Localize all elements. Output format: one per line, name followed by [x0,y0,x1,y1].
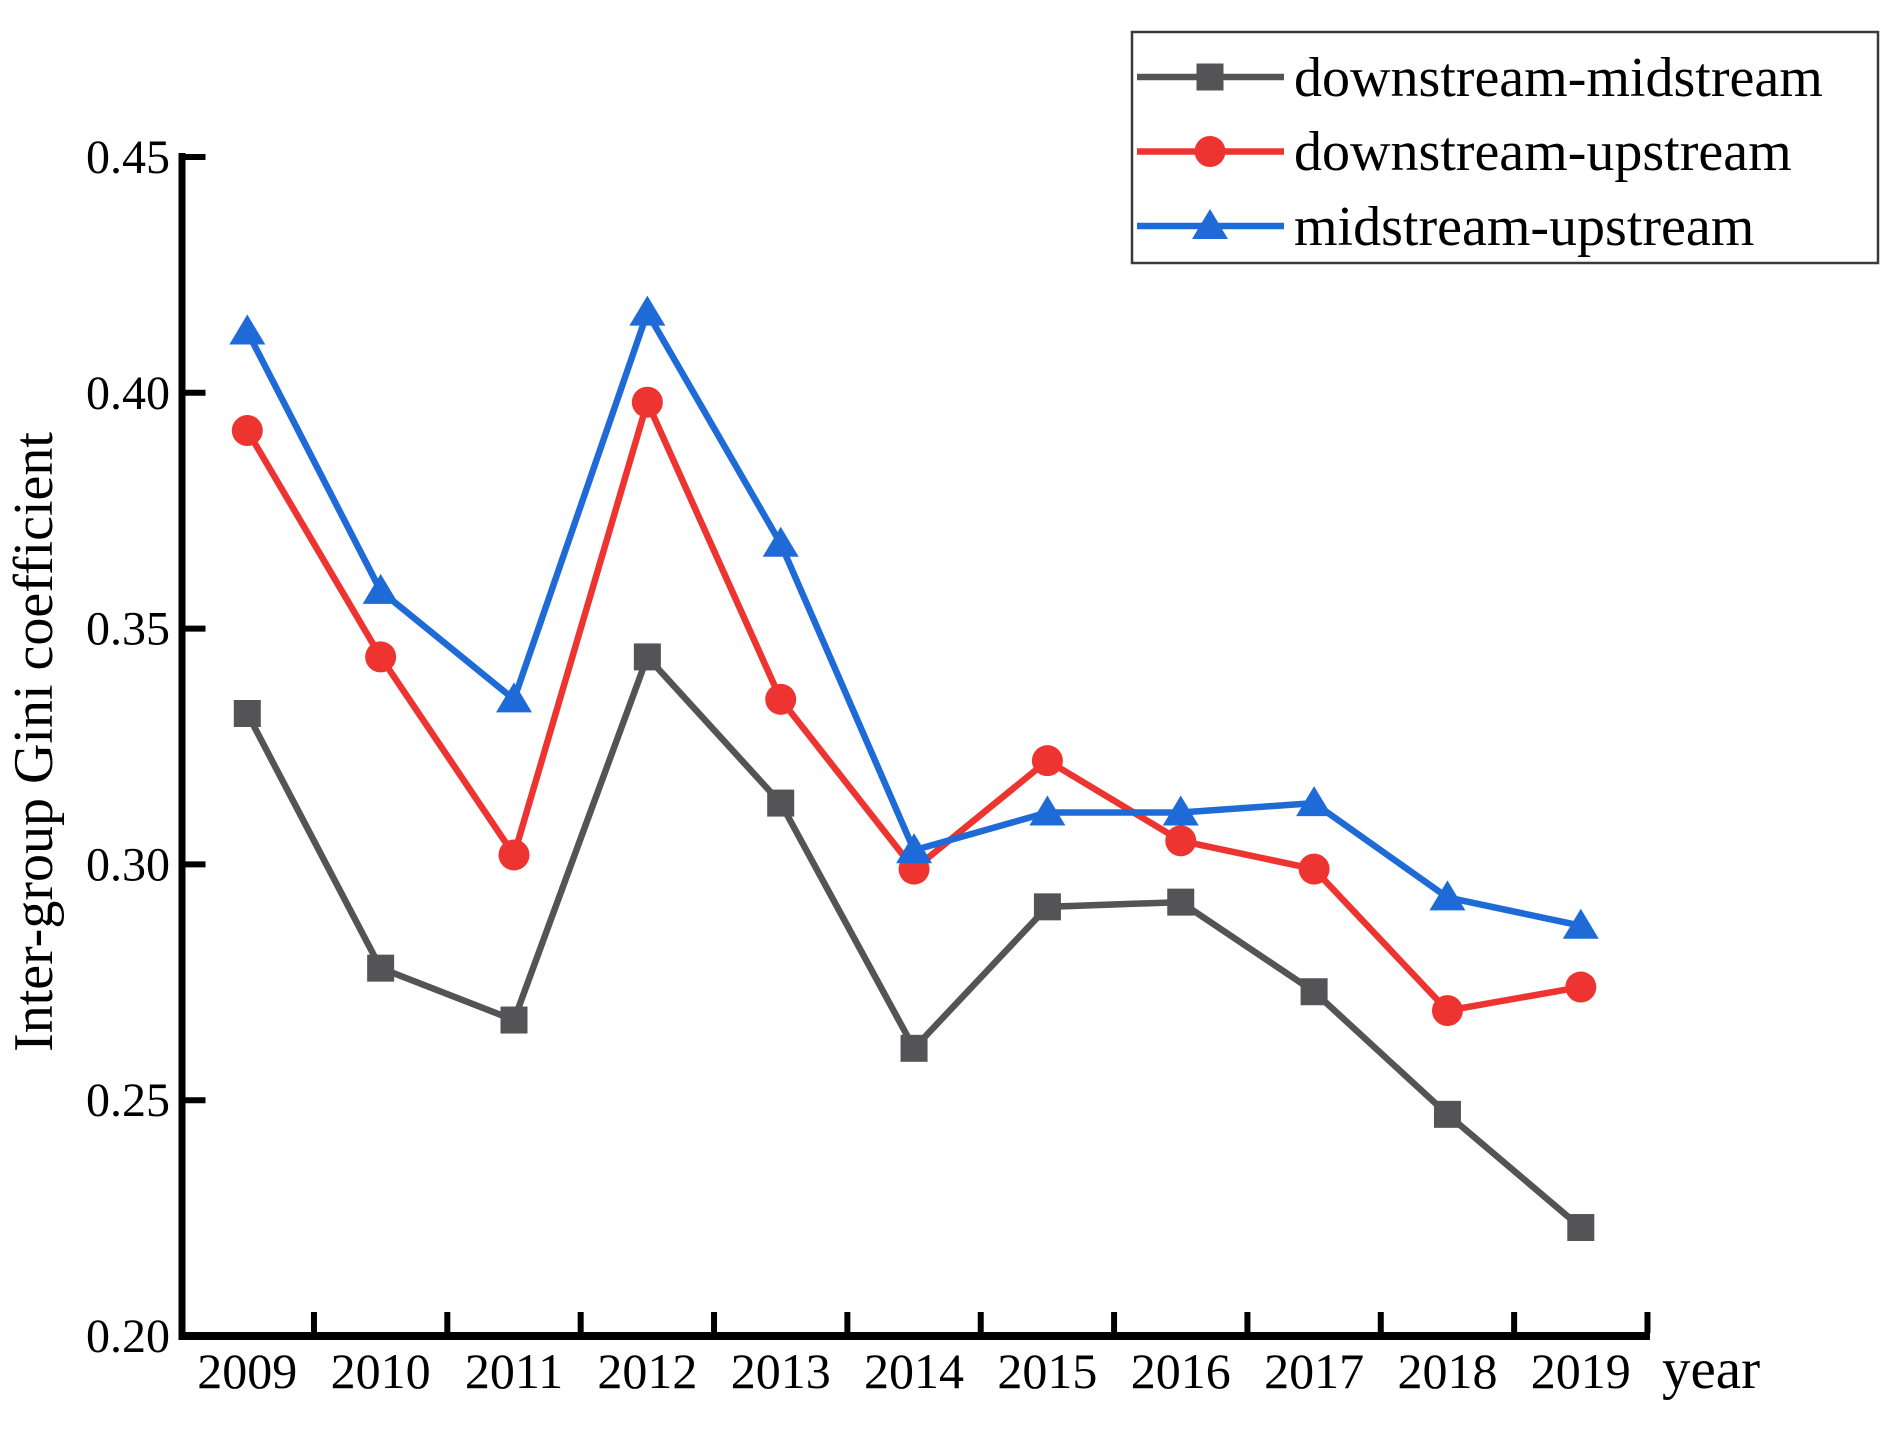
y-tick-label: 0.40 [86,367,170,420]
x-axis-title: year [1662,1338,1760,1401]
y-axis-title: Inter-group Gini coefficient [3,432,65,1052]
data-marker-triangle [1192,209,1228,239]
data-series [229,295,1599,1242]
data-marker-square [1167,888,1195,916]
data-marker-square [1033,893,1061,921]
data-marker-square [500,1006,528,1034]
series-midstream-upstream [229,295,1599,939]
data-marker-circle [765,683,797,715]
y-tick-label: 0.30 [86,838,170,891]
data-marker-circle [631,386,663,418]
data-marker-square [1300,978,1328,1006]
legend-label-downstream-upstream: downstream-upstream [1294,121,1792,183]
series-downstream-midstream [233,643,1595,1242]
data-marker-circle [1165,825,1197,857]
x-tick-label: 2019 [1531,1343,1631,1399]
data-marker-triangle [496,682,532,713]
data-marker-triangle [1429,880,1466,911]
data-marker-triangle [1562,908,1599,939]
x-tick-label: 2010 [331,1343,431,1399]
data-marker-circle [231,415,263,447]
x-tick-label: 2017 [1264,1343,1364,1399]
legend-label-downstream-midstream: downstream-midstream [1294,47,1823,109]
legend-label-midstream-upstream: midstream-upstream [1294,196,1754,258]
data-marker-circle [365,641,397,673]
data-marker-circle [1431,995,1463,1027]
legend-samples [1137,63,1284,239]
data-marker-square [633,643,661,671]
x-tick-label: 2016 [1131,1343,1231,1399]
y-tick-label: 0.45 [86,131,170,184]
data-marker-square [900,1034,928,1062]
data-marker-triangle [362,573,399,604]
y-tick-label: 0.20 [86,1310,170,1363]
data-marker-square [1433,1100,1461,1128]
data-marker-triangle [229,314,266,345]
series-line [244,392,1582,1015]
data-marker-circle [1194,136,1226,167]
data-marker-square [1196,63,1224,91]
data-marker-circle [1298,853,1330,885]
data-marker-triangle [762,526,799,557]
x-tick-label: 2009 [197,1343,297,1399]
x-tick-label: 2011 [465,1343,563,1399]
x-tick-label: 2015 [997,1343,1097,1399]
x-tick-label: 2012 [597,1343,697,1399]
data-marker-circle [498,839,530,871]
axes: 0.20 0.25 0.30 0.35 0.40 0.45 2009 2010 2011 2012… [86,131,1651,1399]
data-marker-circle [1565,971,1597,1003]
y-tick-label: 0.25 [86,1074,170,1127]
data-marker-triangle [1162,795,1199,826]
data-marker-square [367,954,395,982]
data-marker-triangle [896,833,933,864]
x-tick-label: 2018 [1397,1343,1497,1399]
data-marker-square [1567,1214,1595,1242]
data-marker-triangle [1029,795,1066,826]
data-marker-triangle [629,295,666,326]
y-tick-label: 0.35 [86,603,170,656]
legend: downstream-midstream downstream-upstream… [1130,30,1880,265]
data-marker-triangle [1296,786,1333,817]
data-marker-square [233,699,261,727]
data-marker-circle [1031,745,1063,777]
series-downstream-upstream [231,386,1597,1027]
data-marker-square [767,789,795,817]
x-tick-label: 2014 [864,1343,964,1399]
x-tick-label: 2013 [731,1343,831,1399]
